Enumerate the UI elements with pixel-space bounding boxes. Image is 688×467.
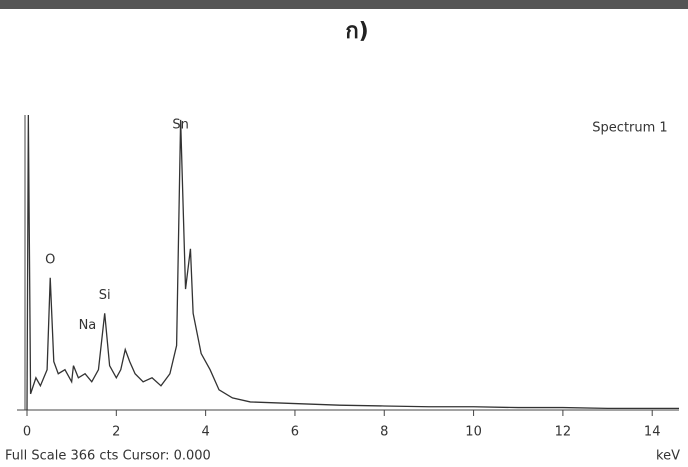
footer: Full Scale 366 cts Cursor: 0.000 (5, 449, 211, 464)
x-tick-label: 10 (465, 425, 482, 440)
panel-label: ก) (345, 19, 368, 44)
spectrum-line (27, 115, 679, 410)
chart: ก) Spectrum 1 Full Scale 366 cts Cursor:… (0, 0, 688, 467)
x-tick-label: 2 (112, 425, 120, 440)
peak-label: Na (79, 318, 97, 333)
x-tick-label: 8 (380, 425, 388, 440)
legend: Spectrum 1 (592, 121, 667, 136)
x-tick-label: 6 (291, 425, 299, 440)
peak-label: Si (99, 288, 111, 303)
peak-label: O (45, 252, 55, 267)
x-tick-label: 14 (644, 425, 661, 440)
x-tick-label: 4 (201, 425, 209, 440)
x-tick-label: 12 (555, 425, 572, 440)
x-axis-label: keV (656, 449, 680, 464)
top-bar (0, 0, 688, 9)
x-tick-label: 0 (23, 425, 31, 440)
peak-label: Sn (172, 118, 189, 133)
